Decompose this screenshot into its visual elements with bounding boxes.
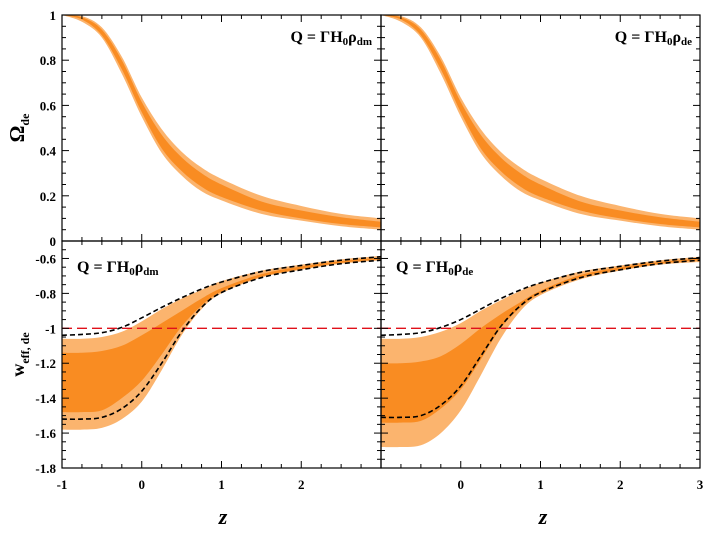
x-tick-label-left: 0 [139,477,146,492]
panel-label-sub2: dm [143,266,158,278]
panel-label-prefix: Q = ΓH [290,29,343,46]
y-tick-label: -1.4 [35,391,56,406]
y-tick-label: 1 [50,8,57,23]
y-axis-label-w_dm: weff, de [8,332,32,377]
panel-label-omega_dm: Q = ΓH0ρdm [290,29,372,48]
panel-label-rho: ρ [454,259,463,276]
panel-label-rho: ρ [348,29,357,46]
panel-w_dm [62,255,381,430]
band-2sigma-w_dm [62,255,381,430]
y-tick-label: -0.8 [35,286,56,301]
panel-label-rho: ρ [135,259,144,276]
panel-label-rho: ρ [672,29,681,46]
y-tick-label: 0.2 [40,189,56,204]
band-2sigma-w_de [381,256,700,448]
y-tick-label: -0.6 [35,251,56,266]
panel-omega_de [381,15,700,230]
x-tick-label-right: 1 [537,477,544,492]
dashed-bound-1-w_de [381,259,700,419]
band-1sigma-w_de [381,258,700,423]
y-axis-label-main: w [8,364,28,377]
dashed-bound-1-w_dm [62,259,381,421]
panel-label-prefix: Q = ΓH [615,29,668,46]
y-tick-label: -1 [45,321,56,336]
y-tick-label: -1.2 [35,356,56,371]
panel-label-sub2: dm [357,36,372,48]
y-axis-label-sub: de [18,113,32,126]
panels-layer [62,15,700,448]
y-axis-label-main: Ω [5,126,29,143]
y-tick-label: 0.4 [40,144,57,159]
frames-layer [61,14,701,469]
band-1sigma-omega_de [381,15,700,228]
x-tick-label-right: 0 [458,477,465,492]
panel-omega_dm [62,15,381,230]
x-tick-label-left: 2 [298,477,305,492]
x-axis-label-right: z [538,504,548,529]
y-axis-label-omega_dm: Ωde [5,113,32,143]
panel-label-w_dm: Q = ΓH0ρdm [77,259,159,278]
panel-label-sub1: 0 [667,36,673,48]
panel-label-sub1: 0 [129,266,135,278]
panel-label-prefix: Q = ΓH [396,259,449,276]
panel-label-sub2: de [681,36,692,48]
panel-label-sub2: de [462,266,473,278]
y-tick-label: 0.6 [40,98,57,113]
panel-label-prefix: Q = ΓH [77,259,130,276]
panel-label-omega_de: Q = ΓH0ρde [615,29,692,48]
x-tick-label-right: 2 [617,477,624,492]
band-1sigma-w_dm [62,257,381,413]
panel-label-w_de: Q = ΓH0ρde [396,259,473,278]
x-tick-label-left: 1 [218,477,225,492]
panel-w_de [381,256,700,448]
y-tick-label: 0.8 [40,53,57,68]
dashed-bound-2-w_dm [62,255,381,337]
x-tick-label-left: -1 [57,477,68,492]
y-axis-label-sub: eff, de [18,332,32,364]
band-1sigma-omega_dm [62,15,381,228]
panel-label-sub1: 0 [343,36,349,48]
y-tick-label: 0 [50,234,57,249]
y-tick-label: -1.8 [35,461,56,476]
y-tick-label: -1.6 [35,426,56,441]
x-axis-label-left: z [218,504,228,529]
dashed-bound-2-w_de [381,256,700,337]
x-tick-label-right: 3 [697,477,704,492]
panel-label-sub1: 0 [448,266,454,278]
